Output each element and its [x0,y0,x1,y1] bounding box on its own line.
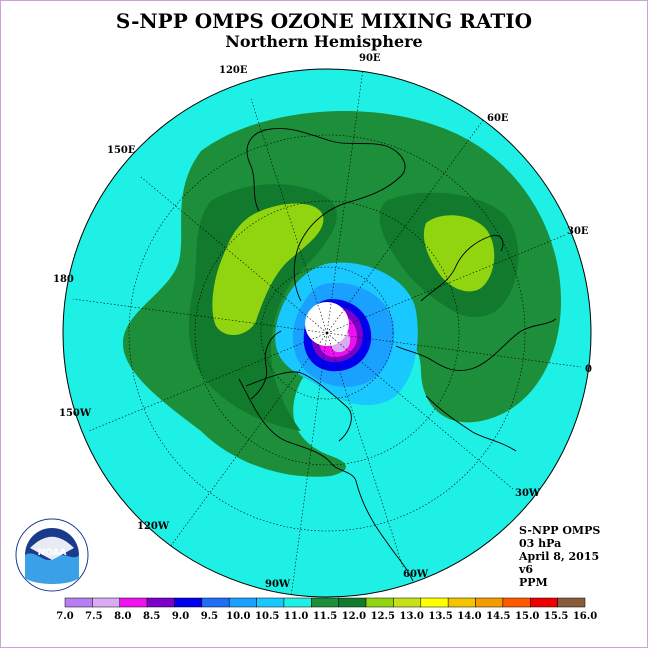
colorbar-swatch [256,597,285,608]
lon-label-120w: 120W [137,521,170,532]
colorbar-tick-label: 9.5 [201,611,218,622]
colorbar-tick-label: 14.5 [486,611,510,622]
lon-label-90e: 90E [359,53,381,64]
colorbar-tick-label: 9.0 [172,611,189,622]
map-title: S-NPP OMPS OZONE MIXING RATIO [115,9,533,33]
colorbar-swatch [502,597,531,608]
colorbar-swatch [64,597,93,608]
noaa-logo: NOAA [15,518,89,592]
colorbar-tick-label: 14.0 [457,611,481,622]
colorbar-swatch [146,597,175,608]
colorbar-tick-label: 13.0 [399,611,423,622]
colorbar-tick-label: 11.5 [313,611,337,622]
colorbar-tick-label: 15.0 [515,611,539,622]
info-date: April 8, 2015 [519,550,600,563]
colorbar-swatch [228,597,257,608]
colorbar-tick-label: 7.0 [56,611,73,622]
info-version: v6 [519,563,534,576]
lon-label-0: 0 [585,364,592,375]
info-level: 03 hPa [519,537,562,550]
graticule [72,69,582,597]
colorbar-swatch [92,597,120,608]
colorbar-swatch [174,597,203,608]
colorbar-tick-label: 11.0 [284,611,308,622]
colorbar-tick-label: 10.5 [255,611,279,622]
colorbar-swatch [447,597,476,608]
lon-label-30w: 30W [515,488,541,499]
lon-label-30e: 30E [567,226,589,237]
colorbar-tick-label: 15.5 [544,611,568,622]
colorbar-swatch [530,597,558,608]
colorbar-swatch [283,597,312,608]
colorbar-swatch [201,597,230,608]
colorbar-tick-label: 12.0 [342,611,366,622]
colorbar-swatch [119,597,148,608]
coastlines [238,127,557,582]
lon-label-120e: 120E [219,65,248,76]
colorbar-tick-label: 13.5 [428,611,452,622]
polar-night-mask [305,302,349,346]
colorbar-tick-label: 12.5 [371,611,395,622]
lon-label-90w: 90W [265,579,291,590]
colorbar-swatch [475,597,504,608]
lon-label-150w: 150W [59,408,92,419]
colorbar-tick-label: 16.0 [573,611,597,622]
info-instrument: S-NPP OMPS [519,524,601,537]
colorbar-swatch [311,597,339,608]
lon-label-60e: 60E [487,113,509,124]
colorbar-tick-label: 10.0 [226,611,250,622]
map-subtitle: Northern Hemisphere [225,32,423,51]
colorbar-tick-label: 7.5 [85,611,102,622]
lon-label-180: 180 [53,274,74,285]
lon-label-60w: 60W [403,569,429,580]
info-units: PPM [519,576,548,589]
colorbar-tick-label: 8.5 [143,611,160,622]
colorbar-swatch [365,597,394,608]
info-block: S-NPP OMPS 03 hPa April 8, 2015 v6 PPM [519,524,600,589]
logo-text: NOAA [38,548,67,558]
colorbar-swatch [393,597,422,608]
colorbar-tick-label: 8.0 [114,611,131,622]
colorbar-swatch [338,597,367,608]
map-border [62,68,592,598]
field-12-5-east [423,215,495,292]
colorbar-swatch [420,597,449,608]
ozone-field [63,69,591,597]
lon-label-150e: 150E [107,145,136,156]
colorbar-swatch [557,597,586,608]
